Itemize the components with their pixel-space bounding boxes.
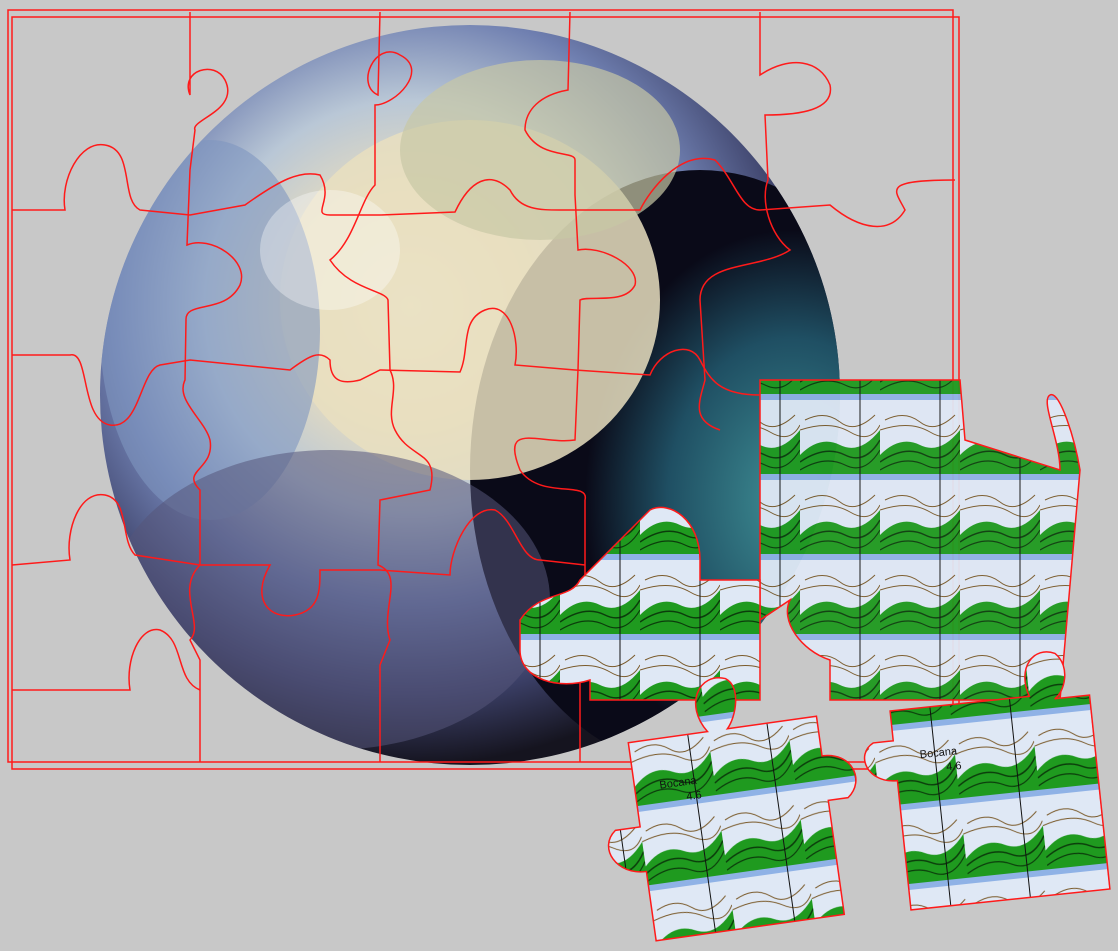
cut-line-horizontal-2 (12, 307, 761, 426)
map-label-elevation-2: 4.6 (946, 760, 962, 774)
cut-line-horizontal-1 (12, 143, 956, 227)
loose-puzzle-piece-3[interactable]: Bocana 4.6 (587, 661, 874, 946)
cut-line-horizontal-3 (11, 494, 586, 617)
cut-line-vertical-2 (328, 11, 433, 762)
cut-line-horizontal-4 (12, 628, 201, 691)
loose-puzzle-piece-1[interactable] (759, 379, 1081, 701)
loose-puzzle-piece-2[interactable] (519, 506, 761, 701)
map-label-elevation: 4.6 (686, 789, 703, 803)
loose-puzzle-piece-4[interactable]: Bocana 4.6 (855, 648, 1111, 913)
cut-line-vertical-1 (182, 12, 243, 762)
map-label-place-2: Bocana (919, 745, 958, 761)
cut-line-vertical-3 (513, 11, 636, 762)
map-label-place: Bocana (659, 775, 698, 792)
cut-line-vertical-4 (698, 12, 832, 431)
